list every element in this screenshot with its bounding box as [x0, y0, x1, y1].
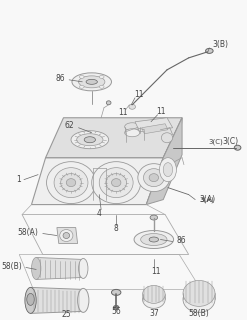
Ellipse shape — [71, 131, 109, 149]
Text: 25: 25 — [62, 310, 71, 319]
Ellipse shape — [149, 237, 159, 242]
Text: 3(C): 3(C) — [208, 139, 223, 145]
Ellipse shape — [143, 291, 165, 308]
Text: 3(A): 3(A) — [199, 196, 214, 203]
Ellipse shape — [79, 76, 84, 78]
Text: 3(C): 3(C) — [223, 137, 239, 146]
Ellipse shape — [92, 162, 141, 204]
Ellipse shape — [60, 229, 73, 242]
Text: 58(B): 58(B) — [1, 262, 22, 271]
Text: 3(B): 3(B) — [212, 40, 228, 49]
Ellipse shape — [79, 76, 105, 88]
Polygon shape — [46, 118, 182, 158]
Ellipse shape — [183, 286, 215, 312]
Ellipse shape — [129, 104, 136, 109]
Ellipse shape — [106, 174, 126, 192]
Polygon shape — [146, 118, 182, 204]
Ellipse shape — [234, 145, 241, 150]
Text: 86: 86 — [176, 236, 186, 245]
Ellipse shape — [143, 285, 165, 303]
Ellipse shape — [84, 137, 96, 143]
Text: 11: 11 — [157, 107, 166, 116]
Ellipse shape — [72, 73, 111, 91]
Ellipse shape — [111, 289, 121, 295]
Polygon shape — [36, 258, 83, 279]
Ellipse shape — [25, 287, 36, 313]
Ellipse shape — [134, 230, 174, 249]
Ellipse shape — [61, 174, 81, 192]
Ellipse shape — [149, 174, 159, 182]
Ellipse shape — [106, 101, 111, 105]
Ellipse shape — [125, 123, 140, 131]
Ellipse shape — [79, 259, 88, 278]
Text: 62: 62 — [64, 121, 74, 130]
Text: 1: 1 — [16, 175, 21, 184]
Ellipse shape — [27, 293, 34, 305]
Text: 11: 11 — [151, 267, 161, 276]
Ellipse shape — [66, 179, 76, 187]
Text: 4: 4 — [97, 209, 102, 218]
Ellipse shape — [111, 179, 121, 187]
Ellipse shape — [86, 79, 97, 84]
Text: 58(B): 58(B) — [189, 309, 209, 318]
Ellipse shape — [78, 288, 89, 312]
Ellipse shape — [138, 164, 170, 192]
Polygon shape — [31, 287, 83, 313]
Ellipse shape — [113, 305, 119, 309]
Ellipse shape — [99, 85, 104, 88]
Text: 3(A): 3(A) — [199, 195, 215, 204]
Polygon shape — [31, 158, 163, 204]
Text: 11: 11 — [118, 108, 127, 117]
Ellipse shape — [161, 133, 173, 143]
Ellipse shape — [31, 258, 41, 279]
Text: 58(A): 58(A) — [17, 228, 38, 237]
Ellipse shape — [99, 76, 104, 78]
Ellipse shape — [206, 48, 213, 53]
Ellipse shape — [183, 280, 215, 306]
Ellipse shape — [125, 129, 140, 137]
Ellipse shape — [150, 215, 158, 220]
Ellipse shape — [163, 163, 173, 177]
Polygon shape — [146, 118, 182, 204]
Text: 56: 56 — [111, 307, 121, 316]
Ellipse shape — [141, 234, 167, 245]
Polygon shape — [142, 124, 168, 134]
Ellipse shape — [63, 233, 70, 238]
Text: 37: 37 — [149, 309, 159, 318]
Polygon shape — [57, 228, 78, 244]
Ellipse shape — [46, 162, 96, 204]
Ellipse shape — [77, 134, 103, 146]
Ellipse shape — [144, 169, 164, 187]
Polygon shape — [135, 118, 173, 132]
Text: 11: 11 — [134, 90, 144, 99]
Ellipse shape — [160, 158, 176, 182]
Ellipse shape — [99, 168, 133, 197]
Text: 86: 86 — [56, 74, 65, 83]
Ellipse shape — [54, 168, 88, 197]
Ellipse shape — [79, 85, 84, 88]
Text: 8: 8 — [114, 224, 119, 233]
